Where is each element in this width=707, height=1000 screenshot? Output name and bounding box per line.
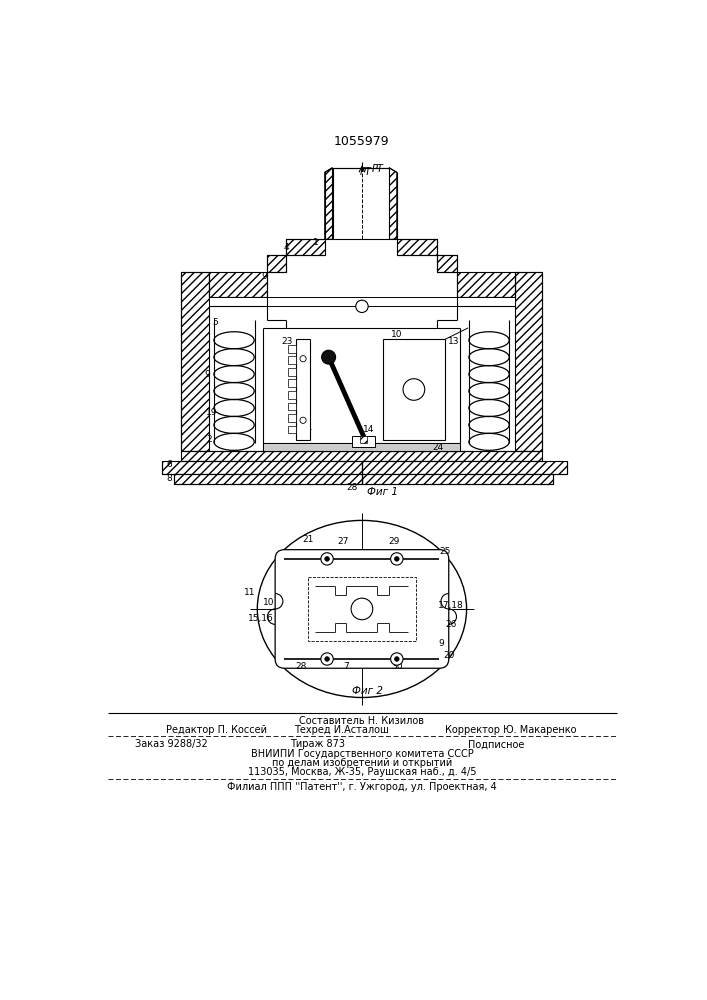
Polygon shape <box>267 255 286 272</box>
Polygon shape <box>325 168 332 239</box>
Circle shape <box>321 553 333 565</box>
Text: 8: 8 <box>166 474 172 483</box>
Bar <box>263 443 460 451</box>
Text: Корректор Ю. Макаренко: Корректор Ю. Макаренко <box>445 725 576 735</box>
Text: 9: 9 <box>261 272 267 281</box>
Bar <box>288 426 296 433</box>
Text: 19: 19 <box>206 408 218 417</box>
Circle shape <box>325 557 329 561</box>
Circle shape <box>395 557 399 561</box>
Text: по делам изобретений и открытий: по делам изобретений и открытий <box>271 758 452 768</box>
Text: Тираж 873: Тираж 873 <box>290 739 345 749</box>
Bar <box>332 168 389 239</box>
Text: 17,18: 17,18 <box>438 601 464 610</box>
Text: 28: 28 <box>346 483 358 492</box>
Circle shape <box>395 657 399 661</box>
Text: 6: 6 <box>166 460 172 469</box>
Text: 1055979: 1055979 <box>334 135 390 148</box>
Circle shape <box>321 653 333 665</box>
Text: 5: 5 <box>212 318 218 327</box>
Bar <box>288 391 296 399</box>
Text: Редактор П. Коссей: Редактор П. Коссей <box>166 725 267 735</box>
Polygon shape <box>162 461 566 474</box>
Text: Фиг 1: Фиг 1 <box>368 487 398 497</box>
Polygon shape <box>174 474 554 484</box>
Text: 7: 7 <box>344 662 349 671</box>
Polygon shape <box>209 272 267 297</box>
Text: 10: 10 <box>391 330 402 339</box>
Text: 11: 11 <box>244 588 255 597</box>
Circle shape <box>356 300 368 312</box>
Bar <box>296 339 310 440</box>
Text: Техред И.Асталош: Техред И.Асталош <box>293 725 389 735</box>
Text: 15,16: 15,16 <box>247 614 274 623</box>
Text: РТ: РТ <box>371 164 383 174</box>
Polygon shape <box>182 272 209 451</box>
Text: 23: 23 <box>281 337 293 346</box>
Text: 26: 26 <box>445 620 457 629</box>
Text: 22: 22 <box>421 424 433 432</box>
Polygon shape <box>389 168 397 239</box>
Circle shape <box>325 657 329 661</box>
Text: 13: 13 <box>448 337 460 346</box>
Bar <box>288 403 296 410</box>
Polygon shape <box>263 443 460 451</box>
Bar <box>383 339 445 440</box>
Text: Фиг 2: Фиг 2 <box>352 686 383 696</box>
FancyBboxPatch shape <box>275 550 449 668</box>
Text: 27: 27 <box>337 537 349 546</box>
Text: 24: 24 <box>433 443 444 452</box>
Polygon shape <box>515 272 542 451</box>
Text: РТ: РТ <box>360 167 372 177</box>
Text: 1: 1 <box>313 238 319 247</box>
Bar <box>288 356 296 364</box>
Text: 9: 9 <box>204 370 211 379</box>
Circle shape <box>403 379 425 400</box>
Ellipse shape <box>257 520 467 698</box>
Text: 2: 2 <box>206 435 212 444</box>
Polygon shape <box>286 239 325 255</box>
Text: Подписное: Подписное <box>468 739 525 749</box>
Bar <box>352 436 375 447</box>
Text: Составитель Н. Кизилов: Составитель Н. Кизилов <box>300 716 424 726</box>
Bar <box>288 368 296 376</box>
Text: 29: 29 <box>389 537 400 546</box>
Text: Филиал ППП ''Патент'', г. Ужгород, ул. Проектная, 4: Филиал ППП ''Патент'', г. Ужгород, ул. П… <box>227 782 497 792</box>
Text: 25: 25 <box>439 547 450 556</box>
Text: Заказ 9288/32: Заказ 9288/32 <box>135 739 208 749</box>
Text: 9: 9 <box>438 639 444 648</box>
Text: 30: 30 <box>391 662 402 671</box>
Polygon shape <box>182 451 542 461</box>
Polygon shape <box>457 272 515 297</box>
Circle shape <box>300 356 306 362</box>
Circle shape <box>322 350 336 364</box>
Text: 10: 10 <box>263 598 275 607</box>
Bar <box>308 577 416 641</box>
Circle shape <box>391 553 403 565</box>
Bar <box>288 414 296 422</box>
Circle shape <box>351 598 373 620</box>
Text: ВНИИПИ Государственного комитета СССР: ВНИИПИ Государственного комитета СССР <box>250 749 473 759</box>
Bar <box>288 345 296 353</box>
Text: 14: 14 <box>363 425 374 434</box>
Text: 11: 11 <box>302 424 313 432</box>
Bar <box>288 379 296 387</box>
Text: 20: 20 <box>443 651 455 660</box>
Polygon shape <box>437 255 457 272</box>
Text: 113035, Москва, Ж-35, Раушская наб., д. 4/5: 113035, Москва, Ж-35, Раушская наб., д. … <box>247 767 477 777</box>
Polygon shape <box>397 239 437 255</box>
Text: 4: 4 <box>284 243 289 252</box>
Text: 21: 21 <box>302 535 313 544</box>
Circle shape <box>300 417 306 423</box>
Circle shape <box>391 653 403 665</box>
Text: 28: 28 <box>296 662 307 671</box>
Polygon shape <box>360 436 368 443</box>
Bar <box>209 297 515 306</box>
